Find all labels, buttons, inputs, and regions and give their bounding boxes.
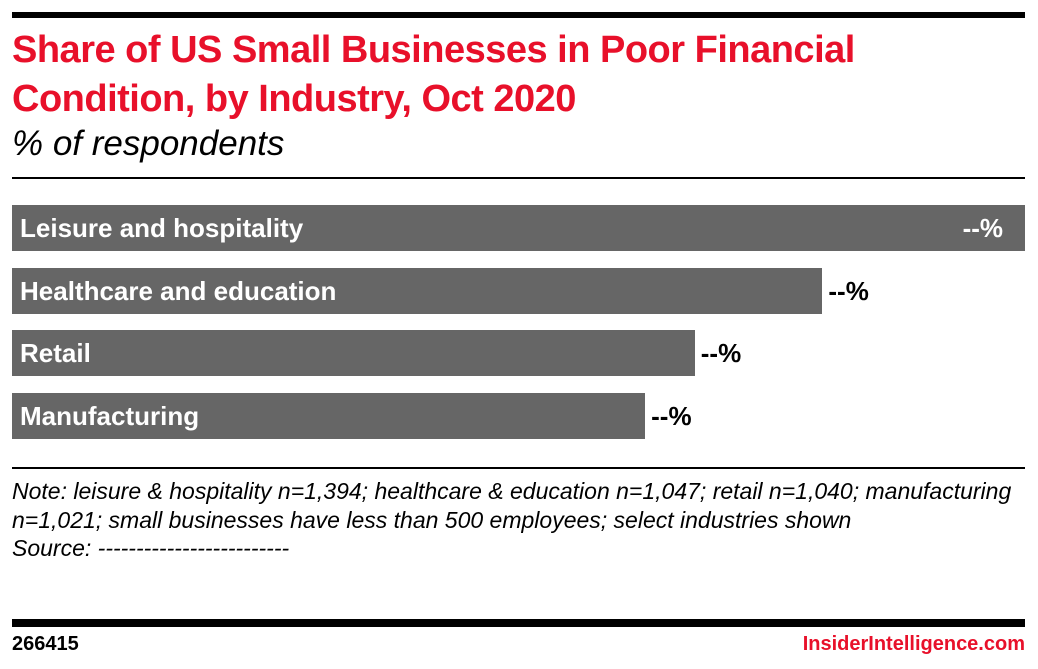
- data-label: --%: [700, 338, 742, 368]
- bar: [12, 205, 1025, 251]
- data-label: --%: [828, 275, 869, 306]
- chart-subtitle: % of respondents: [12, 124, 285, 163]
- bar: [12, 330, 695, 376]
- footer-rule: [12, 619, 1025, 627]
- bar: [12, 392, 646, 439]
- notes-rule: [12, 467, 1025, 469]
- bar-label: Leisure and hospitality: [20, 213, 304, 243]
- bar-label: Manufacturing: [20, 400, 200, 431]
- data-label: --%: [651, 400, 692, 431]
- top-rule: [12, 12, 1025, 18]
- note-text: Note: leisure & hospitality n=1,394; hea…: [12, 478, 1012, 533]
- source-text: Source: -------------------------: [12, 535, 290, 561]
- data-label: --%: [962, 213, 1003, 243]
- header-rule: [12, 177, 1025, 179]
- notes-block: Note: leisure & hospitality n=1,394; hea…: [12, 477, 1025, 563]
- chart-title: Share of US Small Businesses in Poor Fin…: [12, 29, 855, 120]
- bar-label: Retail: [20, 338, 91, 368]
- brand-link[interactable]: InsiderIntelligence.com: [802, 633, 1025, 655]
- bar-chart: Leisure and hospitality --% Healthcare and…: [12, 205, 1025, 445]
- chart-id: 266415: [12, 633, 79, 655]
- bar: [12, 267, 823, 314]
- bar-label: Healthcare and education: [20, 275, 337, 306]
